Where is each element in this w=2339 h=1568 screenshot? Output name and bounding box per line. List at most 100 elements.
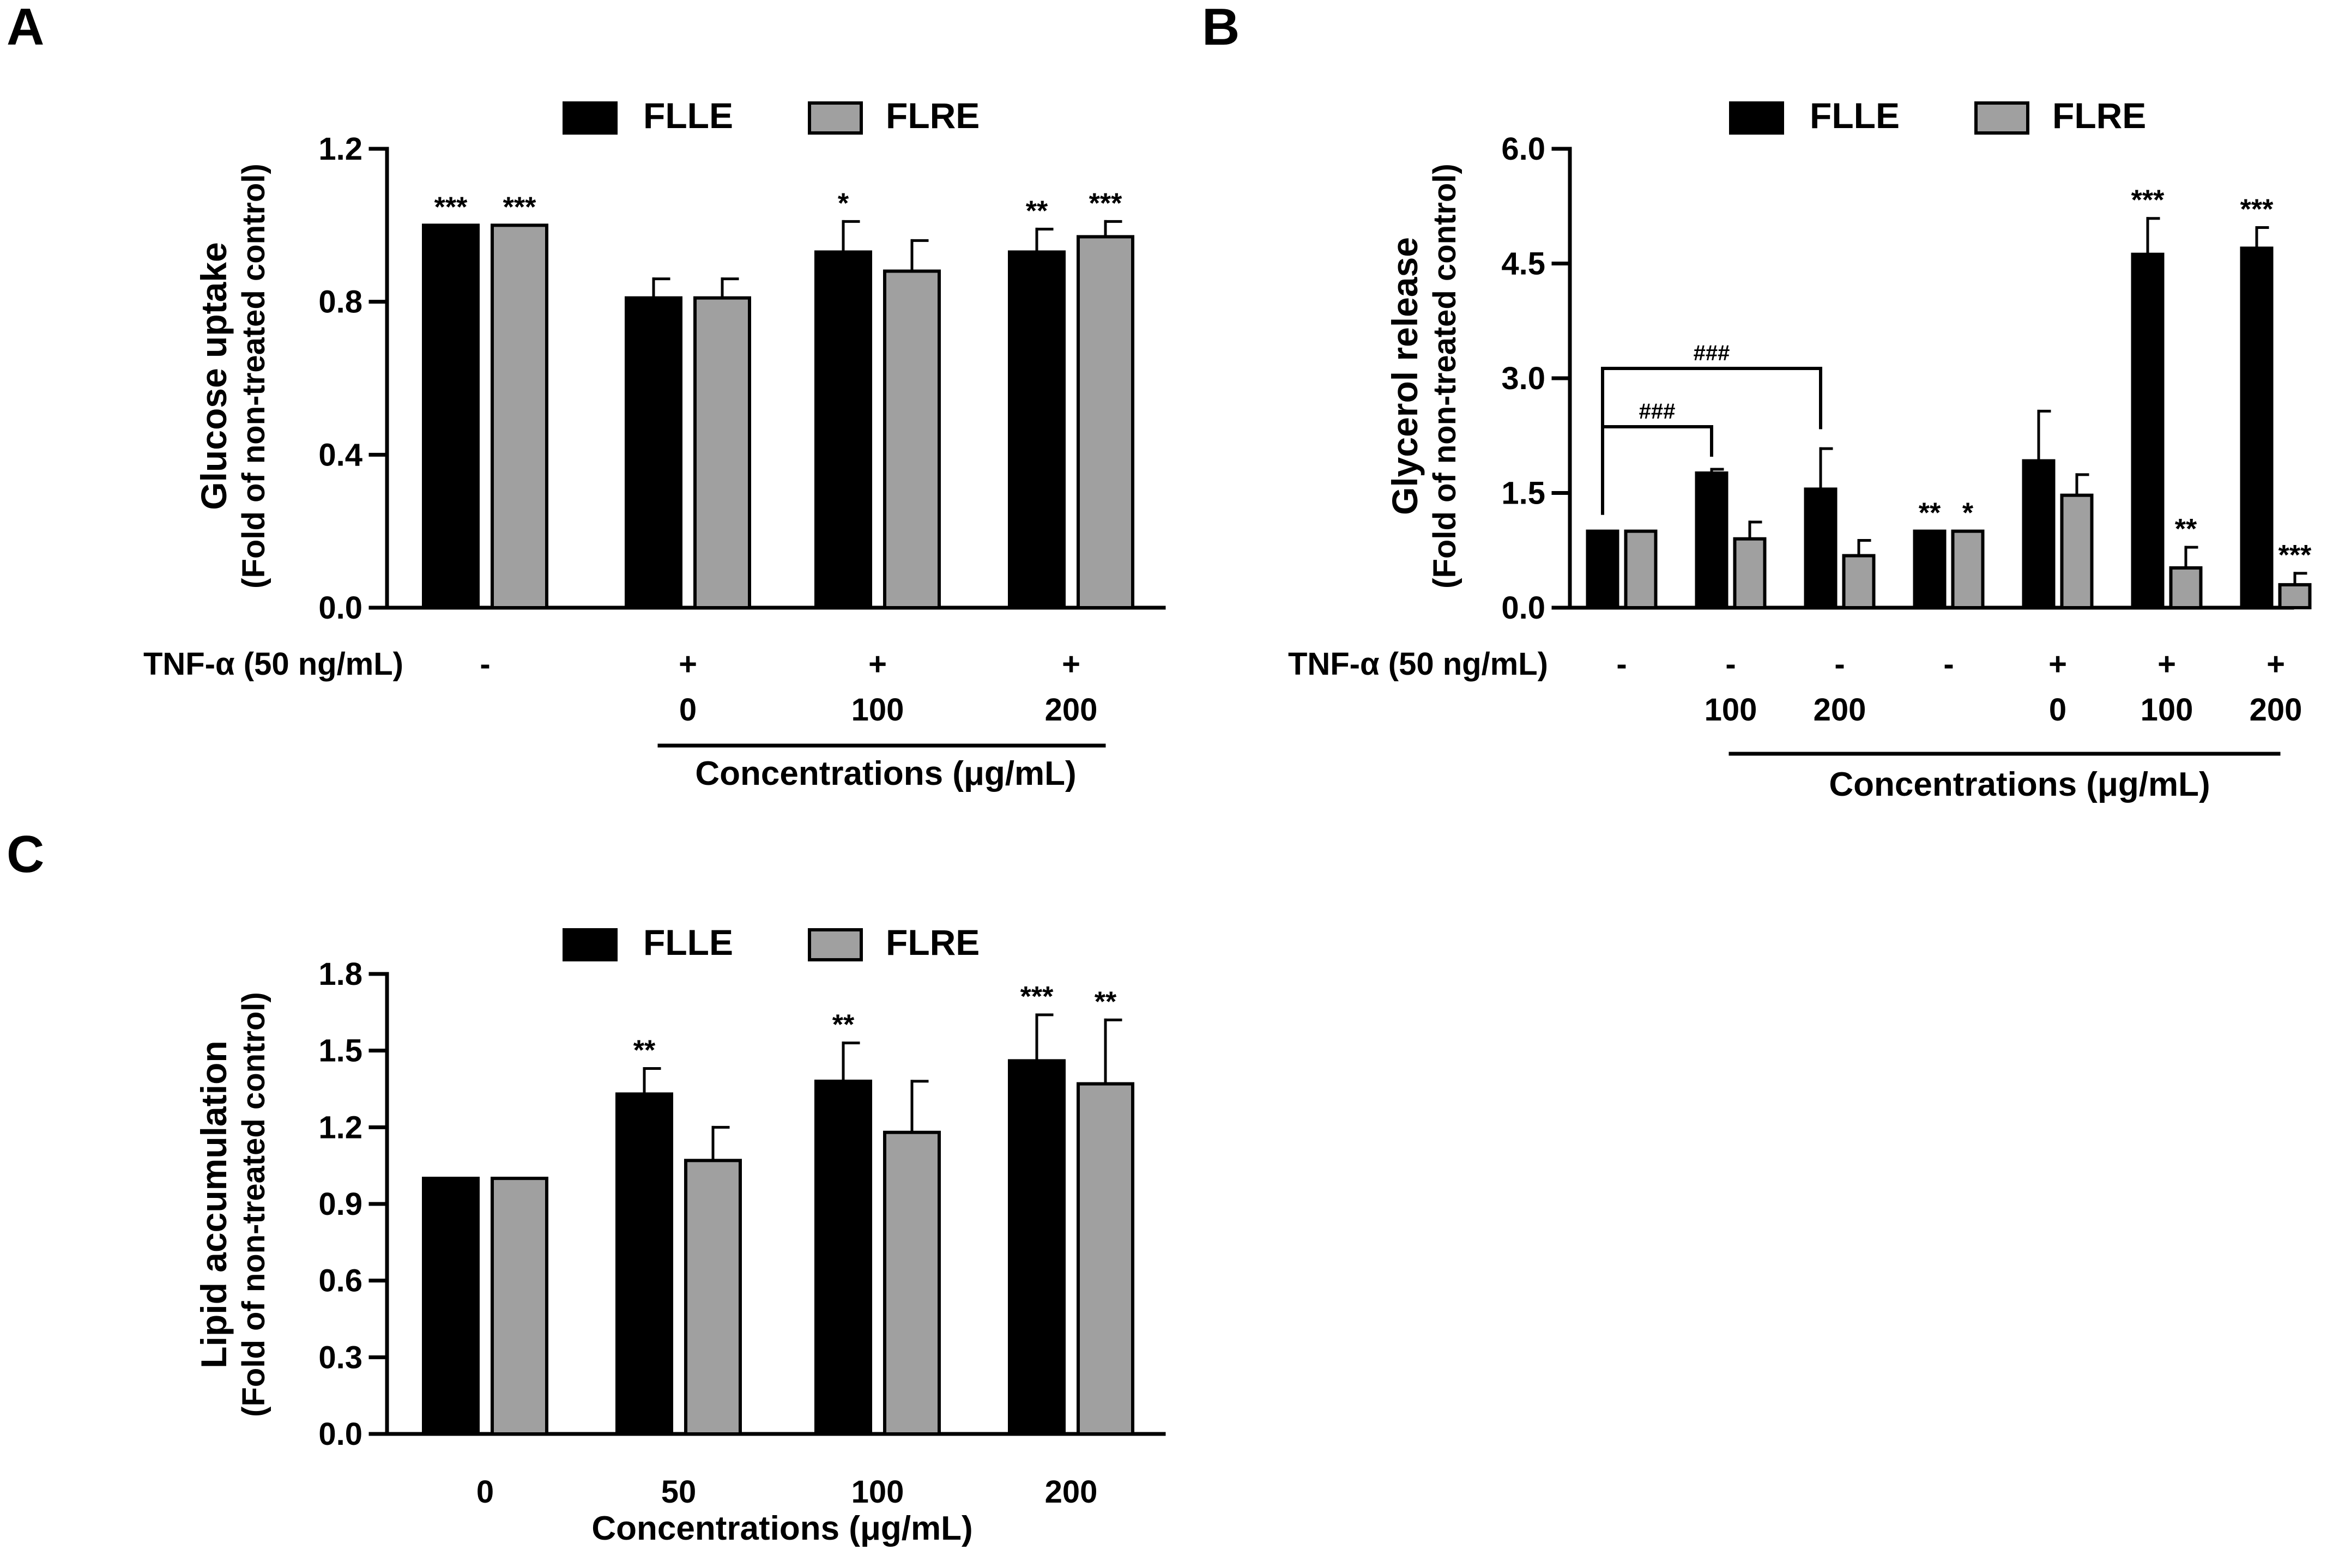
y-axis-subtitle: (Fold of non-treated control) xyxy=(236,992,271,1417)
bar-flle xyxy=(1913,529,1947,610)
bar-flre xyxy=(1624,529,1658,610)
significance-label-flre: *** xyxy=(2278,540,2312,571)
y-tick-label: 1.5 xyxy=(1501,476,1545,511)
bar-flle xyxy=(1586,529,1619,610)
y-tick-label: 0.6 xyxy=(318,1263,362,1299)
bar-flre xyxy=(684,1159,742,1436)
panel-a-chart: A 0.0 0.4 0.8 1.2 Glucose uptake (Fold of non-… xyxy=(7,0,1166,792)
bar-flle xyxy=(1695,471,1728,609)
bar-flle xyxy=(814,1079,872,1436)
legend-swatch-flre xyxy=(1974,101,2029,135)
significance-label-flle: *** xyxy=(2240,194,2274,226)
bar-flle xyxy=(625,296,682,609)
x-axis-title: Concentrations (μg/mL) xyxy=(591,1510,972,1547)
legend-swatch-flle xyxy=(563,928,618,961)
tnf-sign-label: + xyxy=(679,646,697,682)
bar-flle xyxy=(1008,1059,1066,1436)
legend-swatch-flle xyxy=(563,101,618,135)
legend-label-flre: FLRE xyxy=(886,95,980,136)
y-tick-label: 0.3 xyxy=(318,1340,362,1375)
significance-label-flle: ** xyxy=(832,1009,855,1041)
y-tick-label: 0.0 xyxy=(318,590,362,626)
bar-flle xyxy=(1804,487,1838,609)
bar-flle xyxy=(814,250,872,609)
y-tick-label: 0.9 xyxy=(318,1186,362,1222)
concentration-label: 0 xyxy=(476,1474,494,1510)
significance-label-flle: ** xyxy=(633,1034,656,1066)
legend-swatch-flle xyxy=(1729,101,1784,135)
significance-label-flre: ** xyxy=(2175,513,2197,545)
y-axis-title: Glycerol release xyxy=(1385,237,1425,515)
panel-letter: B xyxy=(1202,0,1240,56)
comparison-bracket-label: ### xyxy=(1639,399,1676,423)
bar-flre xyxy=(1733,537,1767,610)
bar-flre xyxy=(491,223,548,610)
significance-label-flle: *** xyxy=(1020,981,1054,1013)
tnf-row-label: TNF-α (50 ng/mL) xyxy=(1288,646,1548,682)
significance-label-flre: *** xyxy=(1089,187,1122,219)
bar-flre xyxy=(491,1177,548,1436)
bar-flre xyxy=(1077,235,1134,609)
significance-label-flre: * xyxy=(1962,498,1974,529)
tnf-sign-label: - xyxy=(1725,646,1736,682)
panel-c-chart: C 0.0 0.3 0.6 0.9 1.2 1.5 1.8 Lipid accumulation… xyxy=(7,825,1166,1547)
tnf-sign-label: - xyxy=(1834,646,1845,682)
legend-swatch-flre xyxy=(808,101,863,135)
bar-flre xyxy=(1842,554,1876,609)
y-tick-label: 1.2 xyxy=(318,1110,362,1145)
bar-flre xyxy=(883,269,941,609)
concentration-label: 200 xyxy=(1045,692,1098,728)
bar-flle xyxy=(422,223,480,610)
bar-flre xyxy=(2278,583,2312,610)
y-tick-label: 6.0 xyxy=(1501,131,1545,167)
legend-label-flle: FLLE xyxy=(643,95,733,136)
bar-flre xyxy=(2060,493,2094,610)
concentration-label: 50 xyxy=(661,1474,697,1510)
concentration-label: 100 xyxy=(1705,692,1757,728)
bar-flle xyxy=(2022,459,2056,609)
significance-label-flre: ** xyxy=(1095,986,1117,1018)
legend-swatch-flre xyxy=(808,928,863,961)
bar-flle xyxy=(2240,246,2274,609)
significance-label-flle: *** xyxy=(2131,185,2165,216)
y-tick-label: 4.5 xyxy=(1501,246,1545,282)
y-tick-label: 3.0 xyxy=(1501,361,1545,396)
y-tick-label: 0.8 xyxy=(318,284,362,320)
significance-label-flle: ** xyxy=(1026,195,1048,227)
tnf-sign-label: - xyxy=(1943,646,1954,682)
legend-label-flle: FLLE xyxy=(643,922,733,962)
legend-label-flre: FLRE xyxy=(2052,95,2146,136)
bar-flle xyxy=(1008,250,1066,609)
bar-flre xyxy=(693,296,751,609)
y-axis-title: Glucose uptake xyxy=(194,242,234,510)
bar-flre xyxy=(2169,566,2203,609)
comparison-bracket-label: ### xyxy=(1694,341,1730,365)
concentration-label: 100 xyxy=(2141,692,2193,728)
significance-label-flle: ** xyxy=(1919,498,1941,529)
x-axis-title: Concentrations (μg/mL) xyxy=(1829,766,2210,803)
tnf-sign-label: - xyxy=(1616,646,1627,682)
concentration-label: 0 xyxy=(679,692,697,728)
x-axis-title: Concentrations (μg/mL) xyxy=(695,755,1076,792)
tnf-sign-label: + xyxy=(2267,646,2285,682)
panel-letter: A xyxy=(7,0,44,56)
tnf-sign-label: - xyxy=(480,646,490,682)
significance-label-flre: *** xyxy=(503,191,536,223)
tnf-sign-label: + xyxy=(2157,646,2176,682)
y-axis-subtitle: (Fold of non-treated control) xyxy=(1427,164,1462,589)
concentration-label: 100 xyxy=(851,692,904,728)
bar-flre xyxy=(883,1130,941,1436)
significance-label-flle: * xyxy=(838,187,849,219)
concentration-label: 0 xyxy=(2049,692,2066,728)
y-tick-label: 0.4 xyxy=(318,437,362,473)
panel-b-chart: B 0.0 1.5 3.0 4.5 6.0 Glycerol release (Fold of… xyxy=(1202,0,2312,803)
concentration-label: 200 xyxy=(1814,692,1866,728)
bar-flle xyxy=(422,1177,480,1436)
panel-letter: C xyxy=(7,825,44,883)
bar-flre xyxy=(1951,529,1985,610)
bar-flre xyxy=(1077,1082,1134,1436)
legend-label-flle: FLLE xyxy=(1810,95,1900,136)
tnf-sign-label: + xyxy=(2048,646,2067,682)
